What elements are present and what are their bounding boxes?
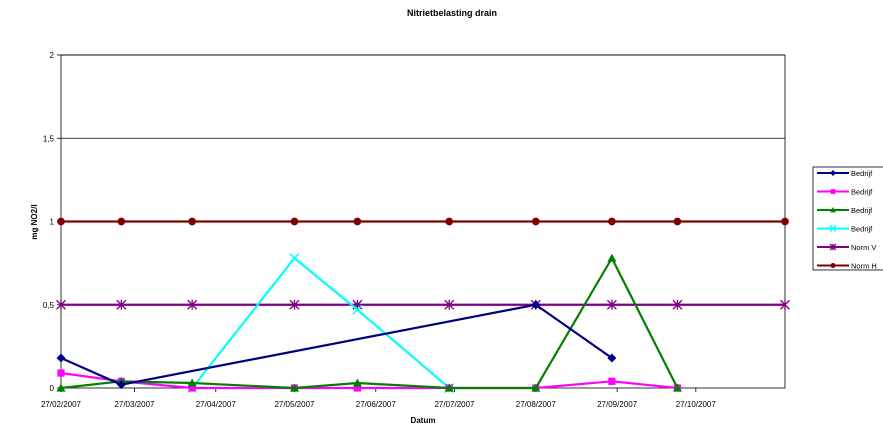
- data-point: [608, 377, 616, 385]
- x-tick-label: 27/08/2007: [516, 400, 557, 409]
- series-1: [56, 300, 617, 390]
- x-tick-label: 27/02/2007: [41, 400, 82, 409]
- data-point: [531, 383, 541, 392]
- data-point: [56, 383, 66, 392]
- legend-label: Bedrijf: [851, 169, 873, 178]
- series-line: [191, 257, 450, 389]
- legend-item: Bedrijf: [817, 225, 873, 234]
- series-line: [60, 371, 678, 390]
- data-point: [829, 243, 837, 251]
- y-tick-label: 1: [50, 218, 55, 227]
- data-point: [352, 304, 363, 315]
- x-tick-label: 27/04/2007: [196, 400, 237, 409]
- y-tick-label: 0,5: [43, 301, 55, 310]
- data-point: [607, 253, 617, 262]
- data-point: [606, 299, 617, 310]
- legend-item: Norm V: [817, 243, 876, 252]
- legend-item: Bedrijf: [817, 206, 873, 215]
- data-point: [188, 384, 196, 392]
- series-6: [57, 217, 789, 226]
- data-point: [289, 383, 299, 392]
- data-point: [444, 383, 454, 392]
- y-tick-label: 2: [50, 51, 55, 60]
- data-point: [117, 217, 126, 226]
- data-point: [56, 353, 66, 363]
- data-point: [289, 253, 300, 264]
- data-point: [672, 299, 683, 310]
- x-axis: 27/02/2007 27/03/2007 27/04/2007 27/05/2007…: [41, 388, 716, 409]
- legend: Bedrijf Bedrijf Bedrijf Bedrijf Norm V Norm H: [812, 166, 883, 271]
- data-point: [353, 384, 362, 392]
- data-point: [608, 217, 616, 226]
- data-point: [56, 299, 66, 310]
- y-tick-label: 0: [50, 384, 55, 393]
- data-point: [781, 217, 789, 226]
- legend-label: Norm H: [851, 262, 877, 271]
- x-tick-label: 27/06/2007: [356, 400, 397, 409]
- data-point: [830, 189, 836, 194]
- y-axis: 0 0,5 1 1,5 2: [43, 51, 61, 393]
- data-point: [289, 299, 300, 310]
- legend-box: [812, 166, 883, 271]
- series-3: [56, 253, 682, 392]
- data-point: [445, 217, 454, 226]
- series-5: [56, 299, 790, 310]
- data-point: [353, 217, 362, 226]
- data-point: [780, 299, 790, 310]
- data-point: [116, 380, 126, 390]
- data-point: [352, 378, 362, 387]
- legend-item: Norm H: [817, 262, 877, 271]
- data-point: [187, 299, 198, 310]
- data-point: [830, 170, 836, 176]
- x-tick-label: 27/07/2007: [434, 400, 475, 409]
- x-tick-label: 27/09/2007: [597, 400, 638, 409]
- chart-title: Nitrietbelasting drain: [407, 8, 497, 18]
- data-point: [57, 369, 65, 377]
- data-point: [829, 224, 837, 233]
- legend-item: Bedrijf: [817, 169, 873, 178]
- legend-label: Bedrijf: [851, 188, 873, 197]
- data-point: [290, 217, 299, 226]
- data-point: [830, 262, 836, 269]
- data-point: [607, 353, 617, 363]
- gridlines: [61, 54, 785, 306]
- data-point: [187, 378, 197, 387]
- series-line: [60, 257, 679, 390]
- legend-label: Norm V: [851, 243, 876, 252]
- data-point: [531, 217, 540, 226]
- series-layer: [56, 217, 790, 394]
- data-point: [673, 217, 682, 226]
- data-point: [444, 299, 455, 310]
- data-point: [188, 217, 196, 226]
- data-point: [57, 217, 65, 226]
- y-axis-title: mg NO2/l: [30, 204, 39, 239]
- legend-label: Bedrijf: [851, 225, 873, 234]
- y-tick-label: 1,5: [43, 134, 55, 143]
- legend-item: Bedrijf: [817, 188, 873, 197]
- legend-label: Bedrijf: [851, 206, 873, 215]
- data-point: [531, 300, 541, 310]
- x-axis-title: Datum: [411, 416, 436, 425]
- data-point: [830, 207, 836, 213]
- data-point: [672, 383, 682, 392]
- data-point: [116, 299, 127, 310]
- x-tick-label: 27/03/2007: [114, 400, 155, 409]
- series-4: [187, 253, 455, 394]
- x-tick-label: 27/10/2007: [676, 400, 717, 409]
- series-line: [60, 303, 613, 386]
- x-tick-label: 27/05/2007: [274, 400, 315, 409]
